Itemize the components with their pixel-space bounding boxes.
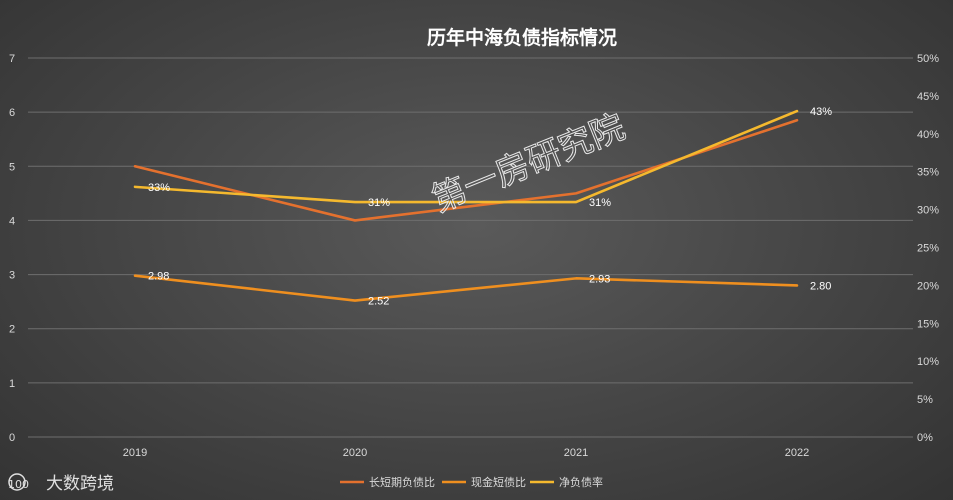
right-axis-ticks: 0% 5% 10% 15% 20% 25% 30% 35% 40% 45% 50% <box>917 53 939 444</box>
series-line-2 <box>133 274 799 302</box>
left-axis-tick-label: 4 <box>9 215 15 227</box>
right-axis-tick-label: 15% <box>917 318 939 330</box>
legend-label-1: 长短期负债比 <box>369 475 435 489</box>
data-label: 43% <box>810 106 832 118</box>
x-axis-tick-label: 2019 <box>123 447 147 459</box>
data-label: 2.52 <box>368 296 389 308</box>
right-axis-tick-label: 40% <box>917 129 939 141</box>
right-axis-tick-label: 45% <box>917 91 939 103</box>
data-label: 31% <box>589 197 611 209</box>
left-axis-ticks: 0 1 2 3 4 5 6 7 <box>9 53 15 444</box>
right-axis-tick-label: 30% <box>917 205 939 217</box>
left-axis-tick-label: 2 <box>9 324 15 336</box>
left-axis-tick-label: 0 <box>9 432 15 444</box>
series-line-3 <box>133 109 799 204</box>
right-axis-tick-label: 35% <box>917 167 939 179</box>
data-label: 2.98 <box>148 271 169 283</box>
right-axis-tick-label: 20% <box>917 280 939 292</box>
right-axis-tick-label: 25% <box>917 243 939 255</box>
left-axis-tick-label: 1 <box>9 378 15 390</box>
left-axis-tick-label: 5 <box>9 161 15 173</box>
x-axis-tick-label: 2020 <box>343 447 367 459</box>
brand-logo: 100 大数跨境 <box>8 473 114 494</box>
right-axis-tick-label: 10% <box>917 356 939 368</box>
chart-title: 历年中海负债指标情况 <box>427 26 617 49</box>
logo-mark-icon <box>8 473 26 491</box>
gridlines <box>28 57 913 438</box>
data-label: 33% <box>148 182 170 194</box>
logo-text: 大数跨境 <box>46 474 114 494</box>
left-axis-tick-label: 6 <box>9 107 15 119</box>
left-axis-tick-label: 3 <box>9 270 15 282</box>
right-axis-tick-label: 0% <box>917 432 933 444</box>
logo-mark: 100 <box>8 478 29 491</box>
legend-label-2: 现金短债比 <box>471 475 526 489</box>
data-label: 31% <box>368 197 390 209</box>
left-axis-tick-label: 7 <box>9 53 15 65</box>
legend-label-3: 净负债率 <box>559 475 603 489</box>
x-axis-tick-label: 2022 <box>785 447 809 459</box>
series-lines <box>133 109 799 302</box>
legend: 长短期负债比 现金短债比 净负债率 <box>340 475 603 489</box>
x-axis-ticks: 2019 2020 2021 2022 <box>123 447 809 459</box>
x-axis-tick-label: 2021 <box>564 447 588 459</box>
data-label: 2.93 <box>589 273 610 285</box>
data-labels: 2.98 2.52 2.93 2.80 33% 31% 31% 43% <box>148 106 832 308</box>
data-label: 2.80 <box>810 280 831 292</box>
right-axis-tick-label: 5% <box>917 394 933 406</box>
right-axis-tick-label: 50% <box>917 53 939 65</box>
